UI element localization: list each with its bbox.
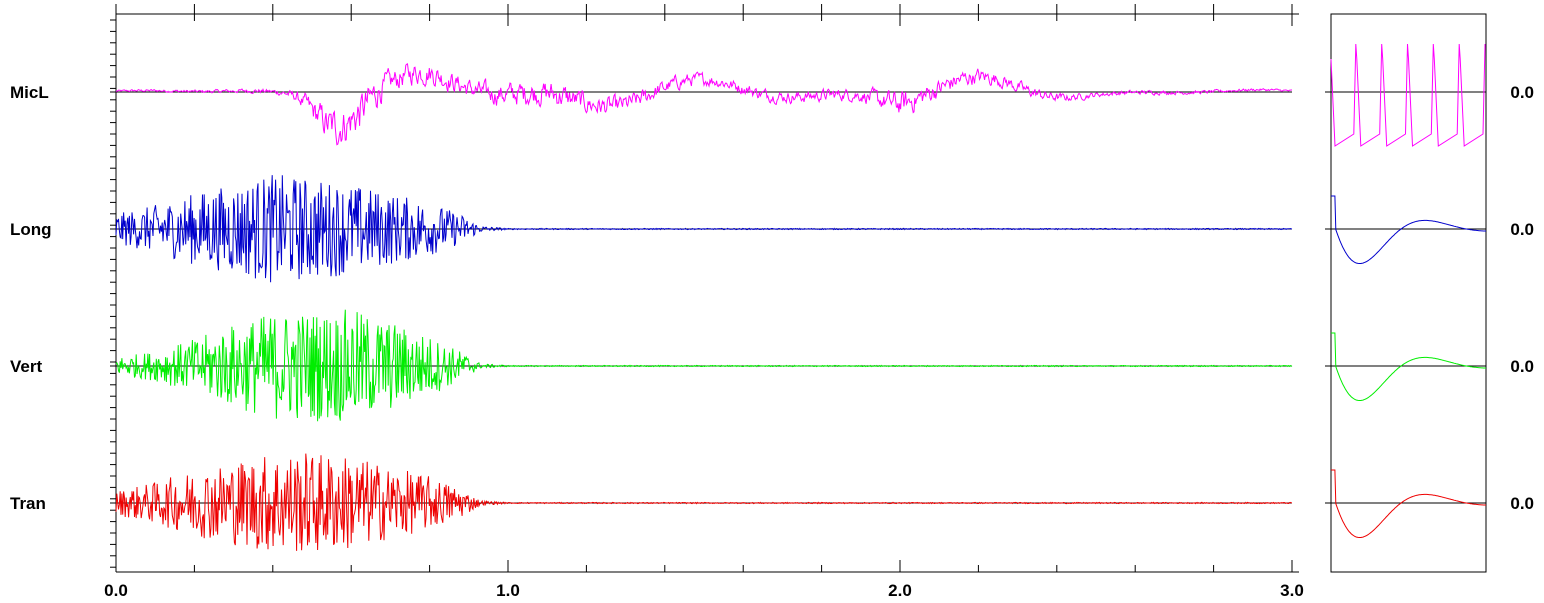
series-right-value: 0.0 — [1510, 494, 1534, 513]
series-right-value: 0.0 — [1510, 83, 1534, 102]
series-long-line — [115, 175, 1293, 283]
inset-frame — [1330, 13, 1487, 573]
series-layer — [115, 43, 1487, 551]
series-vert-line — [115, 309, 1293, 422]
x-tick-label: 3.0 — [1280, 581, 1304, 600]
series-tran-line — [115, 453, 1293, 551]
series-micl-line — [115, 63, 1292, 146]
series-label: Long — [10, 220, 52, 239]
series-label: Vert — [10, 357, 42, 376]
inset-tran-line — [1331, 469, 1487, 538]
axes — [110, 4, 1487, 573]
x-tick-label: 0.0 — [104, 581, 128, 600]
x-tick-label: 2.0 — [888, 581, 912, 600]
series-label: Tran — [10, 494, 46, 513]
inset-vert-line — [1331, 332, 1487, 401]
inset-long-line — [1331, 195, 1487, 264]
inset-micl-line — [1330, 43, 1486, 147]
labels-layer: 0.0 1.0 2.0 3.0 MicL 0.0 Long 0.0 Vert 0.0 Tran 0.0 — [10, 83, 1534, 600]
series-label: MicL — [10, 83, 49, 102]
series-right-value: 0.0 — [1510, 357, 1534, 376]
x-tick-label: 1.0 — [496, 581, 520, 600]
series-right-value: 0.0 — [1510, 220, 1534, 239]
